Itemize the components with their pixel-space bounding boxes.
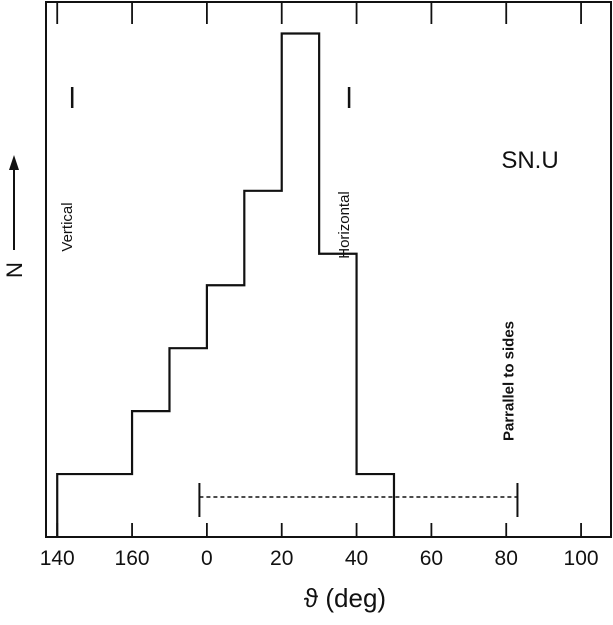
x-tick-label: 100 xyxy=(564,547,599,570)
x-axis-label: ϑ (deg) xyxy=(304,583,386,613)
plot-frame xyxy=(45,1,612,538)
x-tick-label: 40 xyxy=(345,547,368,570)
y-axis-arrow-head xyxy=(9,155,19,170)
annotation-horizontal: Horizontal xyxy=(336,191,353,259)
x-tick-label: 140 xyxy=(40,547,75,570)
histogram-outline xyxy=(56,32,396,537)
annotation-vertical: Vertical xyxy=(59,202,76,251)
x-tick-label: 80 xyxy=(495,547,518,570)
x-tick-label: 160 xyxy=(115,547,150,570)
x-tick-label: 0 xyxy=(201,547,213,570)
x-tick-label: 20 xyxy=(270,547,293,570)
sample-label: SN.U xyxy=(501,147,558,174)
annotation-parallel-to-sides: Parrallel to sides xyxy=(501,321,518,441)
x-tick-labels: 140 160 0 20 40 60 80 100 xyxy=(40,547,599,570)
y-axis-label-group: N xyxy=(2,155,27,278)
range-bar xyxy=(198,483,519,517)
x-tick-label: 60 xyxy=(420,547,443,570)
y-axis-label: N xyxy=(2,262,27,278)
x-ticks xyxy=(56,2,582,537)
